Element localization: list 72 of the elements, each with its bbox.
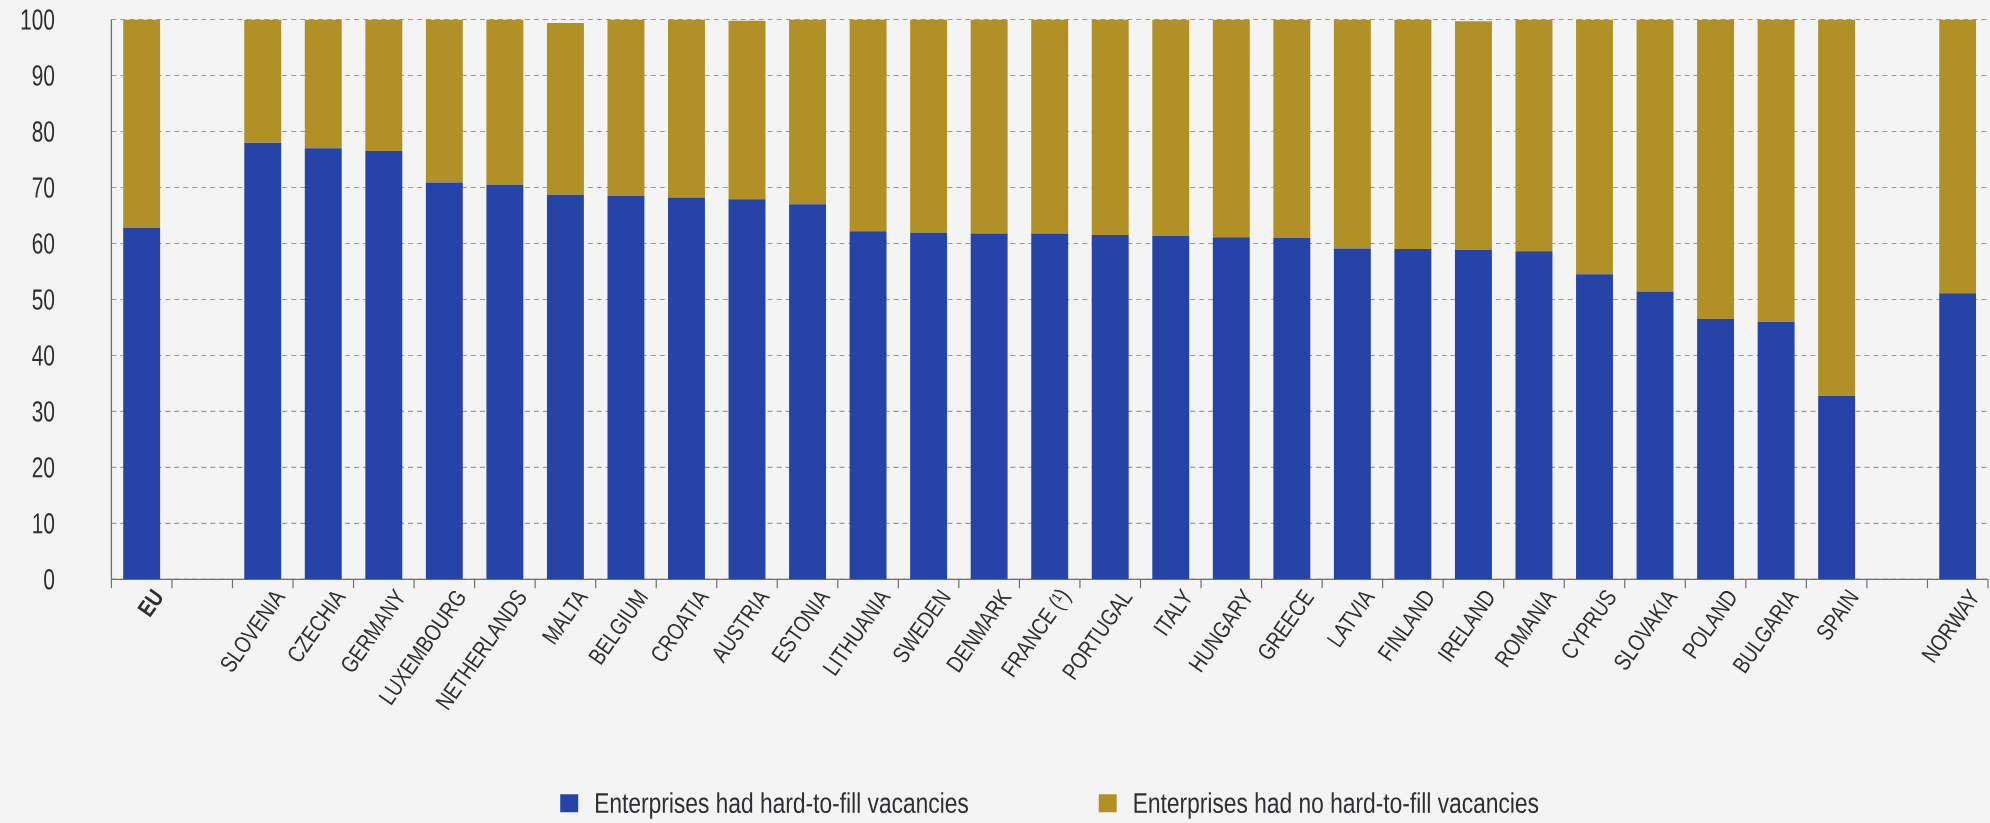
- bar: [425, 19, 463, 183]
- bar: [304, 19, 342, 149]
- x-tick-label: EU: [137, 588, 163, 618]
- bar: [1818, 395, 1856, 580]
- bar: [607, 19, 645, 196]
- bar: [1576, 19, 1613, 275]
- y-tick-label: 50: [32, 289, 55, 310]
- bar: [1576, 274, 1613, 580]
- bar: [668, 197, 705, 580]
- bar: [486, 184, 524, 580]
- bar: [1515, 19, 1553, 252]
- bar: [1757, 321, 1795, 580]
- bar: [789, 19, 827, 205]
- bar: [1152, 235, 1190, 580]
- bar: [970, 233, 1008, 580]
- bar: [668, 19, 705, 198]
- y-tick-label: 20: [32, 457, 55, 478]
- y-tick-label: 60: [32, 233, 55, 254]
- bar: [1152, 19, 1190, 236]
- bar: [910, 232, 948, 580]
- y-tick-label: 100: [21, 9, 55, 30]
- bar: [1091, 19, 1129, 236]
- bar: [1333, 19, 1371, 249]
- legend-label: Enterprises had no hard-to-fill vacancies: [1134, 792, 1539, 819]
- bar: [910, 19, 948, 233]
- bar: [1394, 249, 1432, 580]
- bar: [546, 22, 584, 195]
- bar: [849, 19, 887, 232]
- bar: [607, 195, 645, 580]
- y-tick-label: 70: [32, 177, 55, 198]
- bar: [365, 151, 403, 580]
- bar: [1091, 235, 1129, 580]
- bar: [1031, 233, 1069, 580]
- bar: [728, 199, 766, 580]
- bar: [970, 19, 1008, 234]
- y-tick-label: 30: [32, 401, 55, 422]
- bar: [1212, 237, 1250, 580]
- y-tick-label: 0: [44, 569, 55, 590]
- bar: [244, 142, 282, 580]
- bar: [728, 20, 766, 200]
- bar: [365, 19, 403, 152]
- bar: [1454, 249, 1492, 580]
- y-tick-label: 90: [32, 65, 55, 86]
- bar: [1939, 293, 1977, 580]
- bar: [1454, 21, 1492, 250]
- legend-label: Enterprises had hard-to-fill vacancies: [596, 792, 968, 819]
- bar: [849, 231, 887, 580]
- bar: [1212, 19, 1250, 238]
- bar: [1636, 291, 1674, 580]
- bar: [304, 148, 342, 580]
- y-tick-label: 10: [33, 513, 55, 534]
- bar: [425, 182, 463, 580]
- bar: [486, 19, 524, 185]
- bar: [1273, 19, 1311, 238]
- bar: [244, 19, 282, 143]
- bar: [1818, 19, 1856, 396]
- bar: [123, 19, 161, 228]
- bar: [1757, 19, 1795, 322]
- bar: [1394, 19, 1432, 250]
- bar: [1697, 19, 1735, 320]
- bar: [1031, 19, 1069, 234]
- y-tick-label: 80: [32, 121, 55, 142]
- bar: [1333, 248, 1371, 580]
- bar: [1636, 19, 1674, 292]
- y-tick-label: 40: [32, 345, 55, 366]
- bar: [123, 227, 161, 580]
- bar: [1515, 251, 1553, 580]
- bar: [789, 204, 827, 580]
- bar: [1273, 237, 1311, 580]
- bar: [1697, 319, 1735, 580]
- bar: [1939, 19, 1977, 294]
- bar: [546, 194, 584, 580]
